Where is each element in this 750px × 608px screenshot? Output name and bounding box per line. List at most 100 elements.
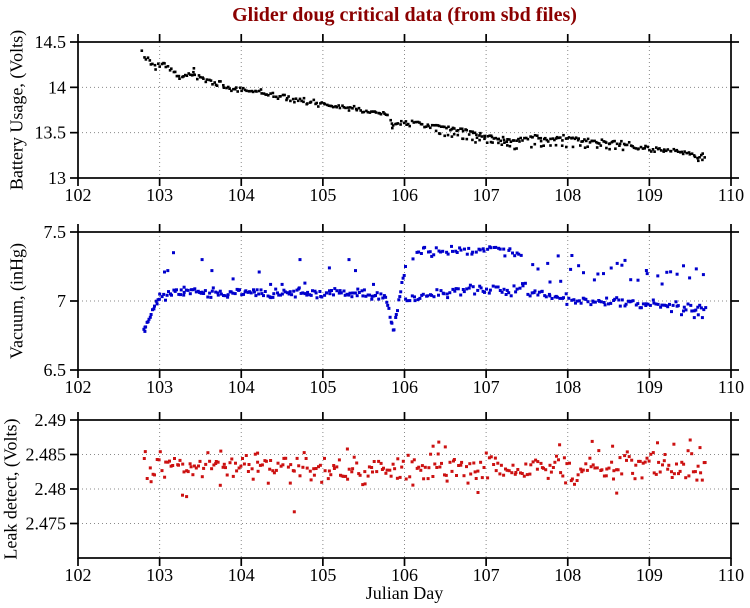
data-point bbox=[658, 147, 661, 150]
data-point bbox=[178, 77, 181, 80]
data-point bbox=[465, 137, 469, 141]
data-point bbox=[418, 121, 421, 124]
data-point bbox=[175, 74, 179, 78]
data-point bbox=[593, 300, 597, 304]
data-point bbox=[408, 475, 412, 479]
data-point bbox=[152, 307, 156, 311]
data-point bbox=[498, 247, 502, 251]
data-point bbox=[595, 466, 599, 470]
data-point bbox=[620, 472, 624, 476]
data-point bbox=[593, 139, 596, 143]
data-point bbox=[703, 156, 706, 159]
data-point bbox=[198, 459, 202, 463]
data-point bbox=[158, 450, 162, 454]
data-point bbox=[286, 465, 290, 469]
data-point bbox=[448, 460, 452, 464]
data-point bbox=[676, 150, 680, 153]
data-point bbox=[302, 96, 306, 100]
data-point bbox=[182, 470, 186, 474]
data-point bbox=[424, 125, 428, 128]
data-point bbox=[478, 134, 481, 137]
data-point bbox=[274, 468, 278, 472]
data-point bbox=[613, 139, 616, 143]
data-point bbox=[449, 128, 452, 132]
data-point bbox=[182, 75, 185, 78]
data-point bbox=[431, 444, 435, 448]
data-point bbox=[438, 465, 442, 469]
xlabel-julian-day: Julian Day bbox=[365, 583, 444, 603]
data-point bbox=[631, 299, 635, 303]
data-point bbox=[593, 466, 597, 470]
data-point bbox=[530, 291, 534, 295]
y-tick-labels: 13 13.5 14 14.5 bbox=[35, 32, 67, 188]
data-point bbox=[365, 109, 368, 113]
data-point bbox=[175, 288, 178, 292]
data-point bbox=[367, 465, 371, 469]
data-point bbox=[284, 456, 288, 460]
x-tick-label: 103 bbox=[146, 185, 173, 205]
data-point bbox=[327, 104, 331, 107]
data-point bbox=[608, 147, 611, 151]
data-point bbox=[351, 107, 354, 110]
data-point bbox=[272, 471, 276, 475]
data-point bbox=[525, 473, 529, 477]
data-point bbox=[315, 296, 319, 300]
data-point bbox=[297, 464, 301, 468]
data-point bbox=[400, 119, 403, 123]
data-point bbox=[574, 301, 577, 305]
data-point bbox=[216, 460, 220, 464]
data-point bbox=[536, 460, 540, 464]
data-point bbox=[262, 92, 266, 95]
data-point bbox=[354, 269, 357, 273]
data-point bbox=[505, 140, 509, 144]
data-point bbox=[645, 456, 649, 460]
data-point bbox=[574, 136, 578, 139]
data-point bbox=[427, 124, 430, 128]
data-point bbox=[233, 292, 237, 296]
data-point bbox=[500, 290, 504, 294]
data-point bbox=[571, 136, 574, 140]
data-point bbox=[289, 99, 292, 103]
data-point bbox=[700, 153, 703, 157]
data-point bbox=[239, 86, 242, 90]
data-point bbox=[557, 136, 560, 140]
data-point bbox=[238, 288, 242, 292]
data-point bbox=[420, 123, 424, 126]
data-point bbox=[604, 141, 608, 144]
data-point bbox=[151, 62, 154, 66]
data-point bbox=[361, 483, 365, 487]
data-point bbox=[160, 469, 164, 473]
data-point bbox=[337, 458, 341, 462]
data-point bbox=[427, 466, 431, 470]
data-point bbox=[595, 140, 598, 144]
data-point bbox=[435, 466, 439, 469]
data-point bbox=[452, 458, 456, 461]
data-point bbox=[445, 126, 448, 130]
data-point bbox=[426, 477, 430, 481]
data-point bbox=[599, 300, 603, 304]
data-point bbox=[214, 290, 218, 294]
data-point bbox=[570, 254, 574, 257]
data-point bbox=[428, 250, 432, 254]
data-point bbox=[690, 152, 694, 155]
data-point bbox=[426, 123, 430, 126]
data-point bbox=[323, 456, 326, 460]
data-point bbox=[631, 471, 635, 475]
data-point bbox=[539, 136, 543, 140]
data-point bbox=[568, 461, 571, 465]
data-point bbox=[555, 295, 559, 299]
data-point bbox=[484, 451, 488, 455]
data-point bbox=[515, 147, 518, 150]
data-point bbox=[667, 463, 671, 467]
data-point bbox=[211, 83, 214, 86]
y-tick-labels: 6.5 7 7.5 bbox=[44, 222, 67, 380]
gridlines bbox=[78, 420, 731, 558]
data-point bbox=[177, 74, 181, 78]
data-point bbox=[650, 150, 653, 153]
data-point bbox=[170, 293, 173, 297]
data-point bbox=[149, 313, 153, 316]
data-point bbox=[675, 272, 679, 276]
y-tick-label: 13 bbox=[48, 168, 66, 188]
data-point bbox=[305, 293, 309, 297]
data-point bbox=[431, 475, 435, 478]
